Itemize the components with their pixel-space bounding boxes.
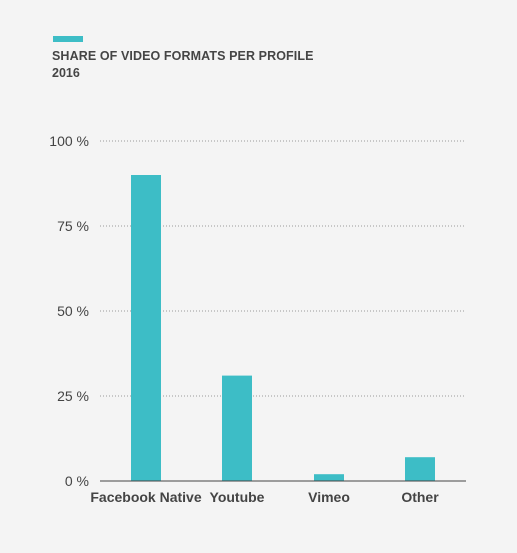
y-tick-label: 25 %	[57, 388, 89, 404]
x-category-label: Youtube	[210, 489, 265, 505]
bar	[222, 375, 252, 481]
chart-title: SHARE OF VIDEO FORMATS PER PROFILE	[52, 49, 314, 63]
accent-bar	[53, 36, 83, 42]
x-category-label: Vimeo	[308, 489, 350, 505]
bar	[314, 474, 344, 481]
bar	[131, 175, 161, 481]
y-tick-label: 50 %	[57, 303, 89, 319]
y-tick-label: 0 %	[65, 473, 89, 489]
y-tick-label: 100 %	[49, 133, 89, 149]
x-category-label: Other	[401, 489, 439, 505]
chart-subtitle: 2016	[52, 66, 80, 80]
y-tick-label: 75 %	[57, 218, 89, 234]
bar	[405, 457, 435, 481]
x-category-label: Facebook Native	[90, 489, 201, 505]
